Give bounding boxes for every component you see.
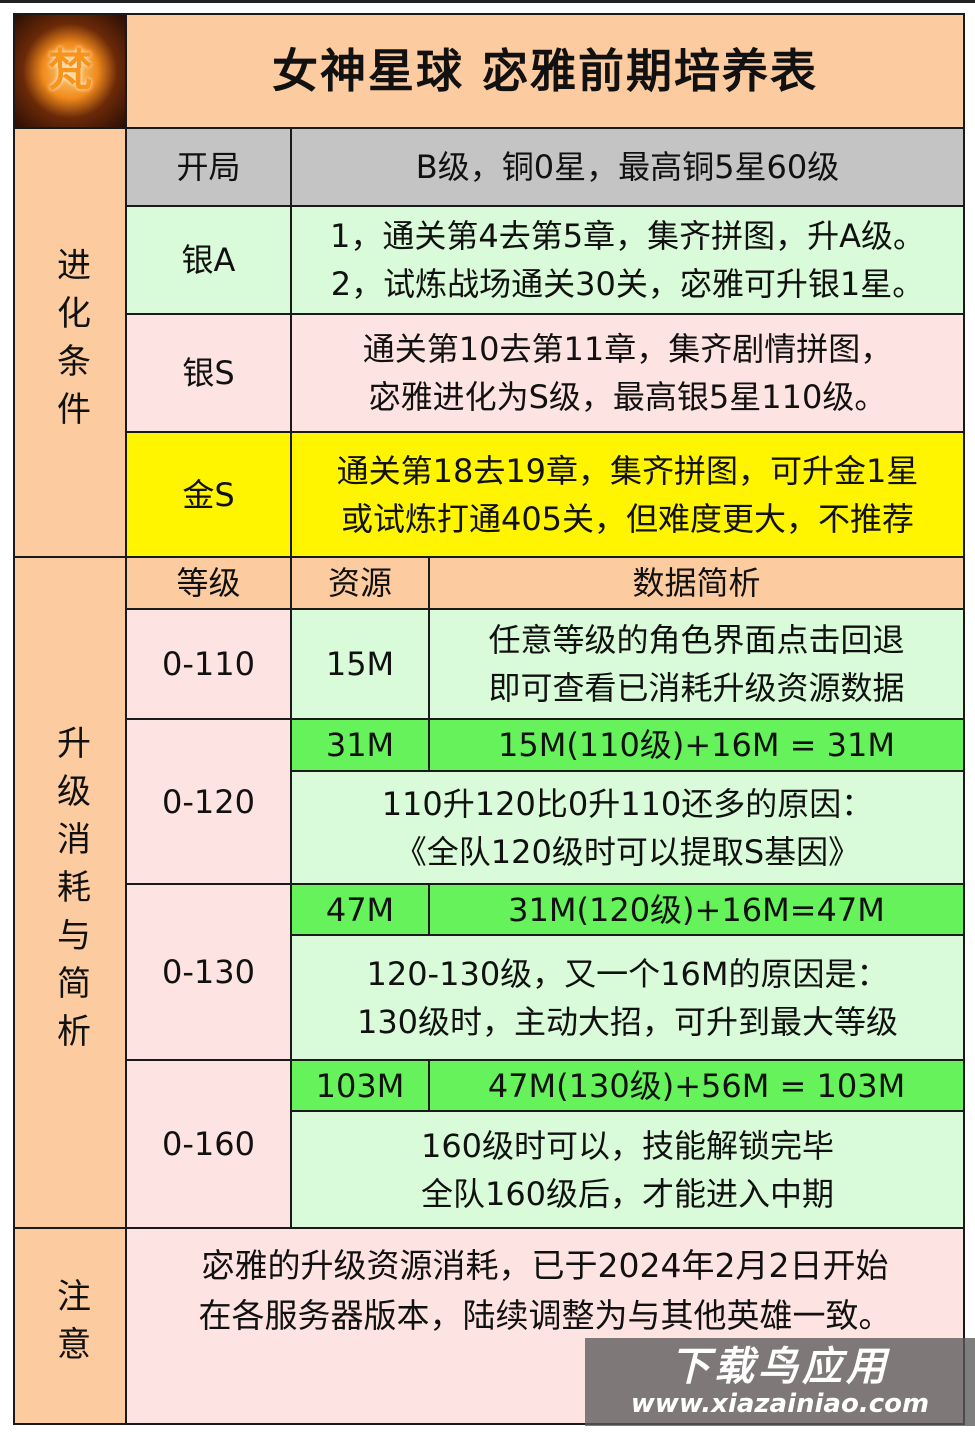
header-level: 等级 <box>125 556 292 610</box>
page-title: 女神星球 宓雅前期培养表 <box>125 13 965 129</box>
formula-cell: 15M(110级)+16M = 31M <box>428 718 965 772</box>
analysis-cell: 160级时可以，技能解锁完毕 全队160级后，才能进入中期 <box>290 1110 965 1229</box>
level-cell: 0-130 <box>125 883 292 1061</box>
level-cell: 0-110 <box>125 608 292 720</box>
stage-cell: 银A <box>125 205 292 315</box>
resource-cell: 103M <box>290 1059 430 1112</box>
logo-star-icon: 梵 <box>13 13 127 129</box>
formula-cell: 47M(130级)+56M = 103M <box>428 1059 965 1112</box>
note-text: 宓雅的升级资源消耗，已于2024年2月2日开始 在各服务器版本，陆续调整为与其他… <box>125 1227 965 1425</box>
analysis-cell: 120-130级，又一个16M的原因是： 130级时，主动大招，可升到最大等级 <box>290 934 965 1061</box>
stage-desc: 通关第18去19章，集齐拼图，可升金1星 或试炼打通405关，但难度更大，不推荐 <box>290 431 965 558</box>
resource-cell: 31M <box>290 718 430 772</box>
header-resource: 资源 <box>290 556 430 610</box>
upgrade-section-label: 升级消耗与简析 <box>13 556 127 1229</box>
resource-cell: 47M <box>290 883 430 936</box>
watermark: 下载鸟应用 www.xiazainiao.com <box>585 1338 975 1426</box>
header-analysis: 数据简析 <box>428 556 965 610</box>
stage-desc: 通关第10去第11章，集齐剧情拼图， 宓雅进化为S级，最高银5星110级。 <box>290 313 965 433</box>
resource-cell: 15M <box>290 608 430 720</box>
logo-char: 梵 <box>48 45 92 96</box>
analysis-cell: 任意等级的角色界面点击回退 即可查看已消耗升级资源数据 <box>428 608 965 720</box>
top-border <box>0 0 975 3</box>
stage-desc: 1，通关第4去第5章，集齐拼图，升A级。 2，试炼战场通关30关，宓雅可升银1星… <box>290 205 965 315</box>
note-label: 注意 <box>13 1227 127 1425</box>
evolution-section-label: 进化条件 <box>13 127 127 558</box>
watermark-brand: 下载鸟应用 <box>670 1344 890 1391</box>
formula-cell: 31M(120级)+16M=47M <box>428 883 965 936</box>
analysis-cell: 110升120比0升110还多的原因： 《全队120级时可以提取S基因》 <box>290 770 965 885</box>
level-cell: 0-120 <box>125 718 292 885</box>
stage-cell: 银S <box>125 313 292 433</box>
stage-desc: B级，铜0星，最高铜5星60级 <box>290 127 965 207</box>
level-cell: 0-160 <box>125 1059 292 1229</box>
stage-cell: 金S <box>125 431 292 558</box>
stage-cell: 开局 <box>125 127 292 207</box>
watermark-url: www.xiazainiao.com <box>630 1389 930 1420</box>
